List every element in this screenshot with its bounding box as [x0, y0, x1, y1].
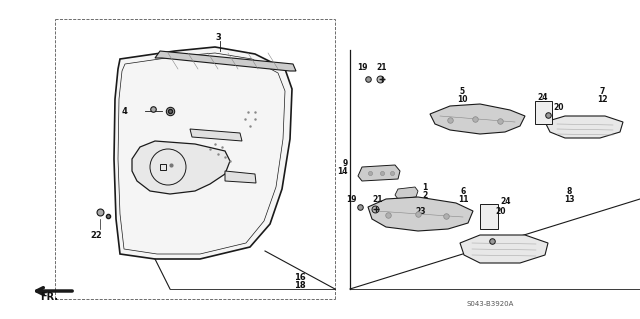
Text: 3: 3: [215, 33, 221, 42]
Text: 16: 16: [294, 272, 306, 281]
Polygon shape: [368, 197, 473, 231]
Text: 2: 2: [422, 190, 428, 199]
Polygon shape: [155, 51, 296, 71]
Polygon shape: [460, 235, 548, 263]
Polygon shape: [358, 165, 400, 181]
Text: 19: 19: [356, 63, 367, 71]
Text: 13: 13: [564, 196, 574, 204]
Text: 1: 1: [422, 182, 428, 191]
Polygon shape: [535, 101, 552, 124]
Text: 4: 4: [122, 107, 128, 115]
Text: 10: 10: [457, 94, 467, 103]
Text: 5: 5: [460, 86, 465, 95]
Polygon shape: [430, 104, 525, 134]
Text: 8: 8: [566, 187, 572, 196]
Text: 24: 24: [537, 93, 547, 101]
Text: 14: 14: [337, 167, 348, 176]
Polygon shape: [545, 116, 623, 138]
Text: 21: 21: [372, 195, 383, 204]
Text: 19: 19: [346, 195, 356, 204]
Polygon shape: [114, 47, 292, 259]
Text: 18: 18: [294, 281, 306, 291]
Text: 11: 11: [458, 195, 468, 204]
Text: 23: 23: [415, 206, 426, 216]
Text: 21: 21: [377, 63, 387, 71]
Text: 6: 6: [460, 187, 466, 196]
Text: 24: 24: [500, 197, 511, 205]
Polygon shape: [190, 129, 242, 141]
Polygon shape: [395, 187, 418, 199]
Text: 12: 12: [596, 95, 607, 105]
Text: 9: 9: [343, 160, 348, 168]
Text: 20: 20: [553, 102, 563, 112]
Text: FR.: FR.: [40, 292, 58, 302]
Polygon shape: [480, 204, 498, 229]
Text: 20: 20: [495, 206, 506, 216]
Polygon shape: [132, 141, 230, 194]
Text: 22: 22: [90, 232, 102, 241]
Text: 7: 7: [599, 86, 605, 95]
Polygon shape: [225, 171, 256, 183]
Text: S043-B3920A: S043-B3920A: [467, 301, 514, 307]
